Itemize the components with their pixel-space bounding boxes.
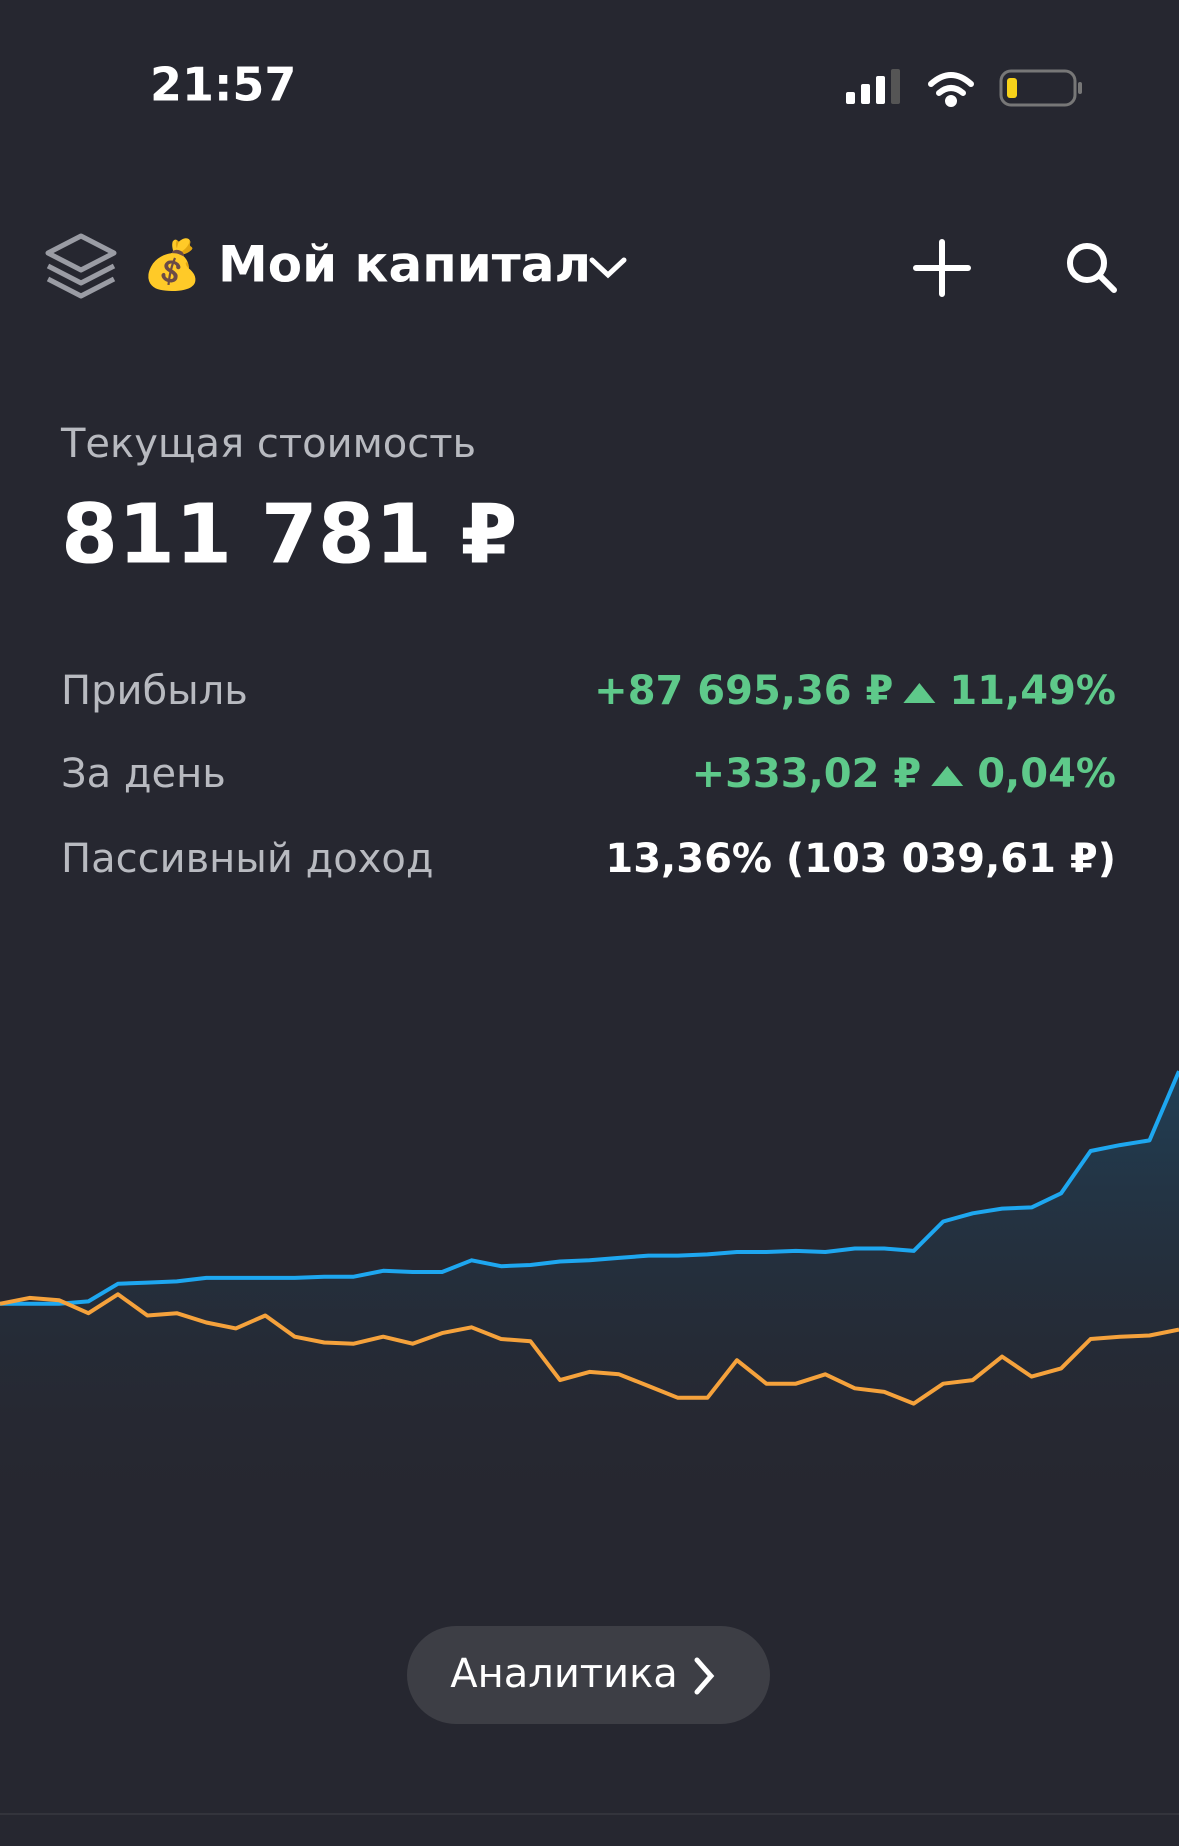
analytics-chevron [694,1657,715,1695]
signal-icon [846,69,900,104]
row-label: Пассивный доход [61,836,434,882]
row-label: За день [61,751,226,797]
line [0,1070,1179,1306]
row-change: 0,04% [977,751,1116,797]
analytics-button[interactable] [407,1626,770,1724]
row-change: 11,49% [949,668,1116,714]
value-label: Текущая стоимость [60,421,476,467]
add-button[interactable] [913,239,971,297]
dropdown-chevron[interactable] [589,257,627,279]
portfolio-value: 811 781 ₽ [61,487,518,582]
wifi-icon [928,72,974,107]
search-button[interactable] [1067,243,1117,293]
row-value: +333,02 ₽ [692,751,922,797]
row-value: +87 695,36 ₽ [594,668,893,714]
row-value: 13,36% (103 039,61 ₽) [605,836,1116,882]
status-time: 21:57 [150,58,296,112]
line [0,1292,1179,1406]
portfolio-title[interactable]: Мой капитал [218,236,591,294]
up-triangle [903,683,936,703]
analytics-label[interactable]: Аналитика [450,1651,678,1697]
row-label: Прибыль [61,668,248,714]
portfolio-emoji: 💰 [142,237,202,293]
area-fill [0,1071,1179,1527]
portfolios-icon[interactable] [45,233,117,299]
battery-icon [999,69,1082,107]
up-triangle [931,766,964,786]
